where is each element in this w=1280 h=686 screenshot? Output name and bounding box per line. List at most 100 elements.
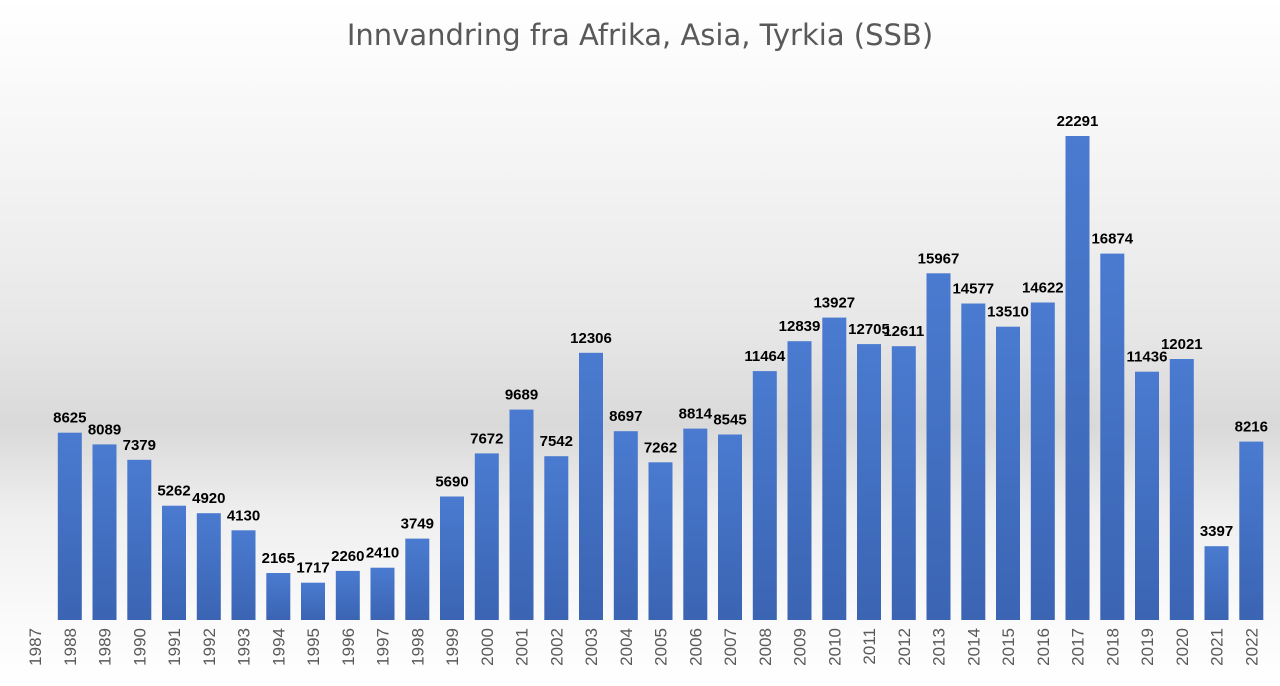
x-tick-2019: 2019: [1138, 628, 1157, 666]
bar-2001: [509, 409, 534, 620]
data-label-1991: 5262: [157, 483, 190, 500]
bar-2012: [891, 346, 916, 620]
x-tick-2022: 2022: [1242, 628, 1261, 666]
bar-2006: [683, 428, 708, 620]
x-tick-2001: 2001: [513, 628, 532, 666]
data-label-2009: 12839: [779, 318, 821, 335]
bar-2007: [718, 434, 742, 620]
x-tick-1990: 1990: [130, 628, 149, 666]
data-label-2022: 8216: [1235, 419, 1268, 436]
bar-2017: [1065, 136, 1090, 620]
bar-1990: [127, 459, 152, 620]
x-tick-2020: 2020: [1173, 628, 1192, 666]
data-label-2014: 14577: [952, 281, 994, 298]
bar-2004: [613, 431, 638, 620]
data-label-2005: 7262: [644, 439, 677, 456]
data-label-2006: 8814: [679, 406, 713, 423]
x-tick-2005: 2005: [652, 628, 671, 666]
data-label-2017: 22291: [1057, 113, 1099, 130]
data-label-1997: 2410: [366, 545, 399, 562]
x-tick-2003: 2003: [582, 628, 601, 666]
data-label-1995: 1717: [296, 560, 329, 577]
x-tick-1996: 1996: [339, 628, 358, 666]
x-tick-2017: 2017: [1069, 628, 1088, 666]
x-tick-1989: 1989: [96, 628, 115, 666]
bar-2011: [857, 344, 881, 620]
bar-2002: [544, 456, 569, 620]
bar-2019: [1135, 371, 1159, 620]
bar-1998: [405, 538, 430, 620]
data-label-2001: 9689: [505, 387, 538, 404]
bar-2020: [1169, 359, 1194, 620]
x-tick-2009: 2009: [791, 628, 810, 666]
bar-1996: [335, 570, 360, 620]
x-tick-2008: 2008: [756, 628, 775, 666]
x-tick-1987: 1987: [26, 628, 45, 666]
x-tick-2015: 2015: [999, 628, 1018, 666]
data-label-2019: 11436: [1127, 349, 1168, 366]
bar-1988: [57, 432, 82, 620]
data-label-2020: 12021: [1161, 336, 1203, 353]
data-label-1999: 5690: [435, 474, 468, 491]
data-label-2002: 7542: [540, 433, 573, 450]
data-label-2013: 15967: [918, 250, 960, 267]
data-label-1990: 7379: [123, 437, 156, 454]
x-tick-2006: 2006: [686, 628, 705, 666]
x-tick-1991: 1991: [165, 628, 184, 666]
bar-2005: [648, 462, 673, 620]
data-label-1989: 8089: [88, 421, 121, 438]
bar-2021: [1204, 546, 1229, 620]
data-label-2010: 13927: [813, 295, 855, 312]
x-tick-2018: 2018: [1103, 628, 1122, 666]
x-tick-1997: 1997: [374, 628, 393, 666]
bar-1999: [440, 496, 464, 620]
data-label-1998: 3749: [401, 516, 434, 533]
data-label-2003: 12306: [570, 330, 612, 347]
bar-2010: [822, 317, 847, 620]
data-label-1996: 2260: [331, 548, 364, 565]
x-tick-1995: 1995: [304, 628, 323, 666]
x-tick-1988: 1988: [61, 628, 80, 666]
data-label-1992: 4920: [192, 490, 225, 507]
x-tick-1998: 1998: [408, 628, 427, 666]
x-tick-1992: 1992: [200, 628, 219, 666]
x-tick-1994: 1994: [269, 628, 288, 666]
bar-2014: [961, 303, 986, 620]
bar-1994: [266, 573, 291, 620]
bar-2009: [787, 341, 812, 620]
bar-1989: [92, 444, 117, 620]
data-label-1994: 2165: [262, 550, 295, 567]
bar-2013: [926, 273, 951, 620]
x-tick-2004: 2004: [617, 628, 636, 666]
bar-2000: [474, 453, 499, 620]
x-tick-2013: 2013: [930, 628, 949, 666]
bar-2003: [579, 352, 603, 620]
chart-title: Innvandring fra Afrika, Asia, Tyrkia (SS…: [346, 18, 934, 52]
bar-2022: [1239, 441, 1264, 620]
bar-1995: [301, 582, 325, 620]
x-tick-2011: 2011: [860, 628, 879, 665]
data-label-1993: 4130: [227, 507, 260, 524]
data-label-2016: 14622: [1022, 280, 1064, 297]
data-label-2008: 11464: [744, 348, 786, 365]
data-label-2015: 13510: [987, 304, 1029, 321]
x-tick-2007: 2007: [721, 628, 740, 666]
x-tick-2016: 2016: [1034, 628, 1053, 666]
bar-2018: [1100, 253, 1125, 620]
x-tick-2002: 2002: [547, 628, 566, 666]
x-tick-2021: 2021: [1208, 628, 1227, 666]
data-label-1988: 8625: [53, 410, 86, 427]
data-label-2000: 7672: [470, 430, 503, 447]
bar-1993: [231, 530, 256, 620]
bar-2008: [752, 371, 777, 620]
x-tick-1993: 1993: [235, 628, 254, 666]
x-tick-2014: 2014: [964, 628, 983, 666]
bar-1997: [370, 567, 395, 620]
x-tick-1999: 1999: [443, 628, 462, 666]
data-label-2021: 3397: [1200, 523, 1233, 540]
data-label-2011: 12705: [848, 321, 890, 338]
bar-1992: [196, 513, 221, 620]
bar-2016: [1030, 302, 1055, 620]
